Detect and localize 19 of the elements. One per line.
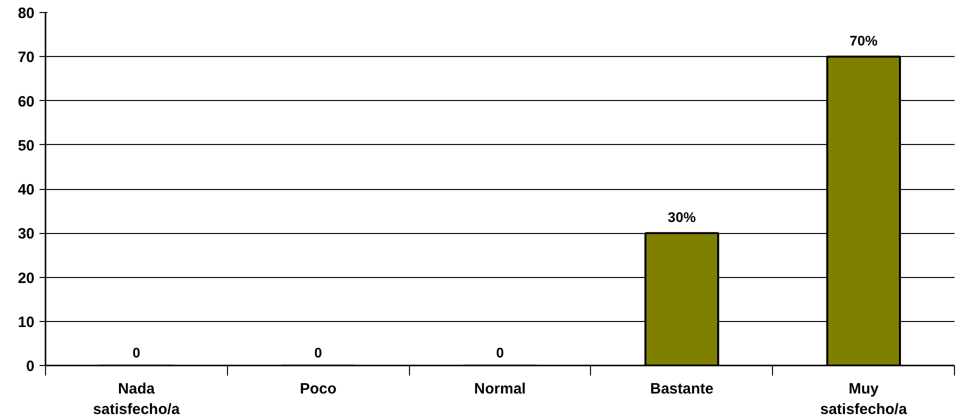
data-label: 30%: [668, 209, 696, 226]
data-label: 0: [132, 344, 141, 360]
data-label: 0: [496, 344, 504, 360]
x-tick-label: Poco: [300, 380, 337, 398]
x-tick-label: Nada satisfecho/a: [93, 380, 180, 418]
y-tick-label: 50: [18, 137, 35, 154]
x-tick-label: Bastante: [650, 380, 714, 398]
y-tick-label: 10: [18, 314, 35, 331]
y-tick-label: 20: [18, 270, 35, 287]
y-tick-label: 80: [18, 5, 35, 22]
x-tick-label: Muy satisfecho/a: [820, 380, 908, 418]
y-tick-label: 70: [18, 49, 35, 66]
x-tick-label: Normal: [474, 380, 526, 398]
y-tick-label: 30: [18, 226, 35, 243]
data-label: 0: [314, 344, 322, 360]
data-label: 70%: [850, 32, 878, 49]
y-tick-label: 0: [26, 358, 34, 375]
y-tick-label: 40: [18, 182, 35, 198]
y-tick-label: 60: [18, 93, 35, 110]
